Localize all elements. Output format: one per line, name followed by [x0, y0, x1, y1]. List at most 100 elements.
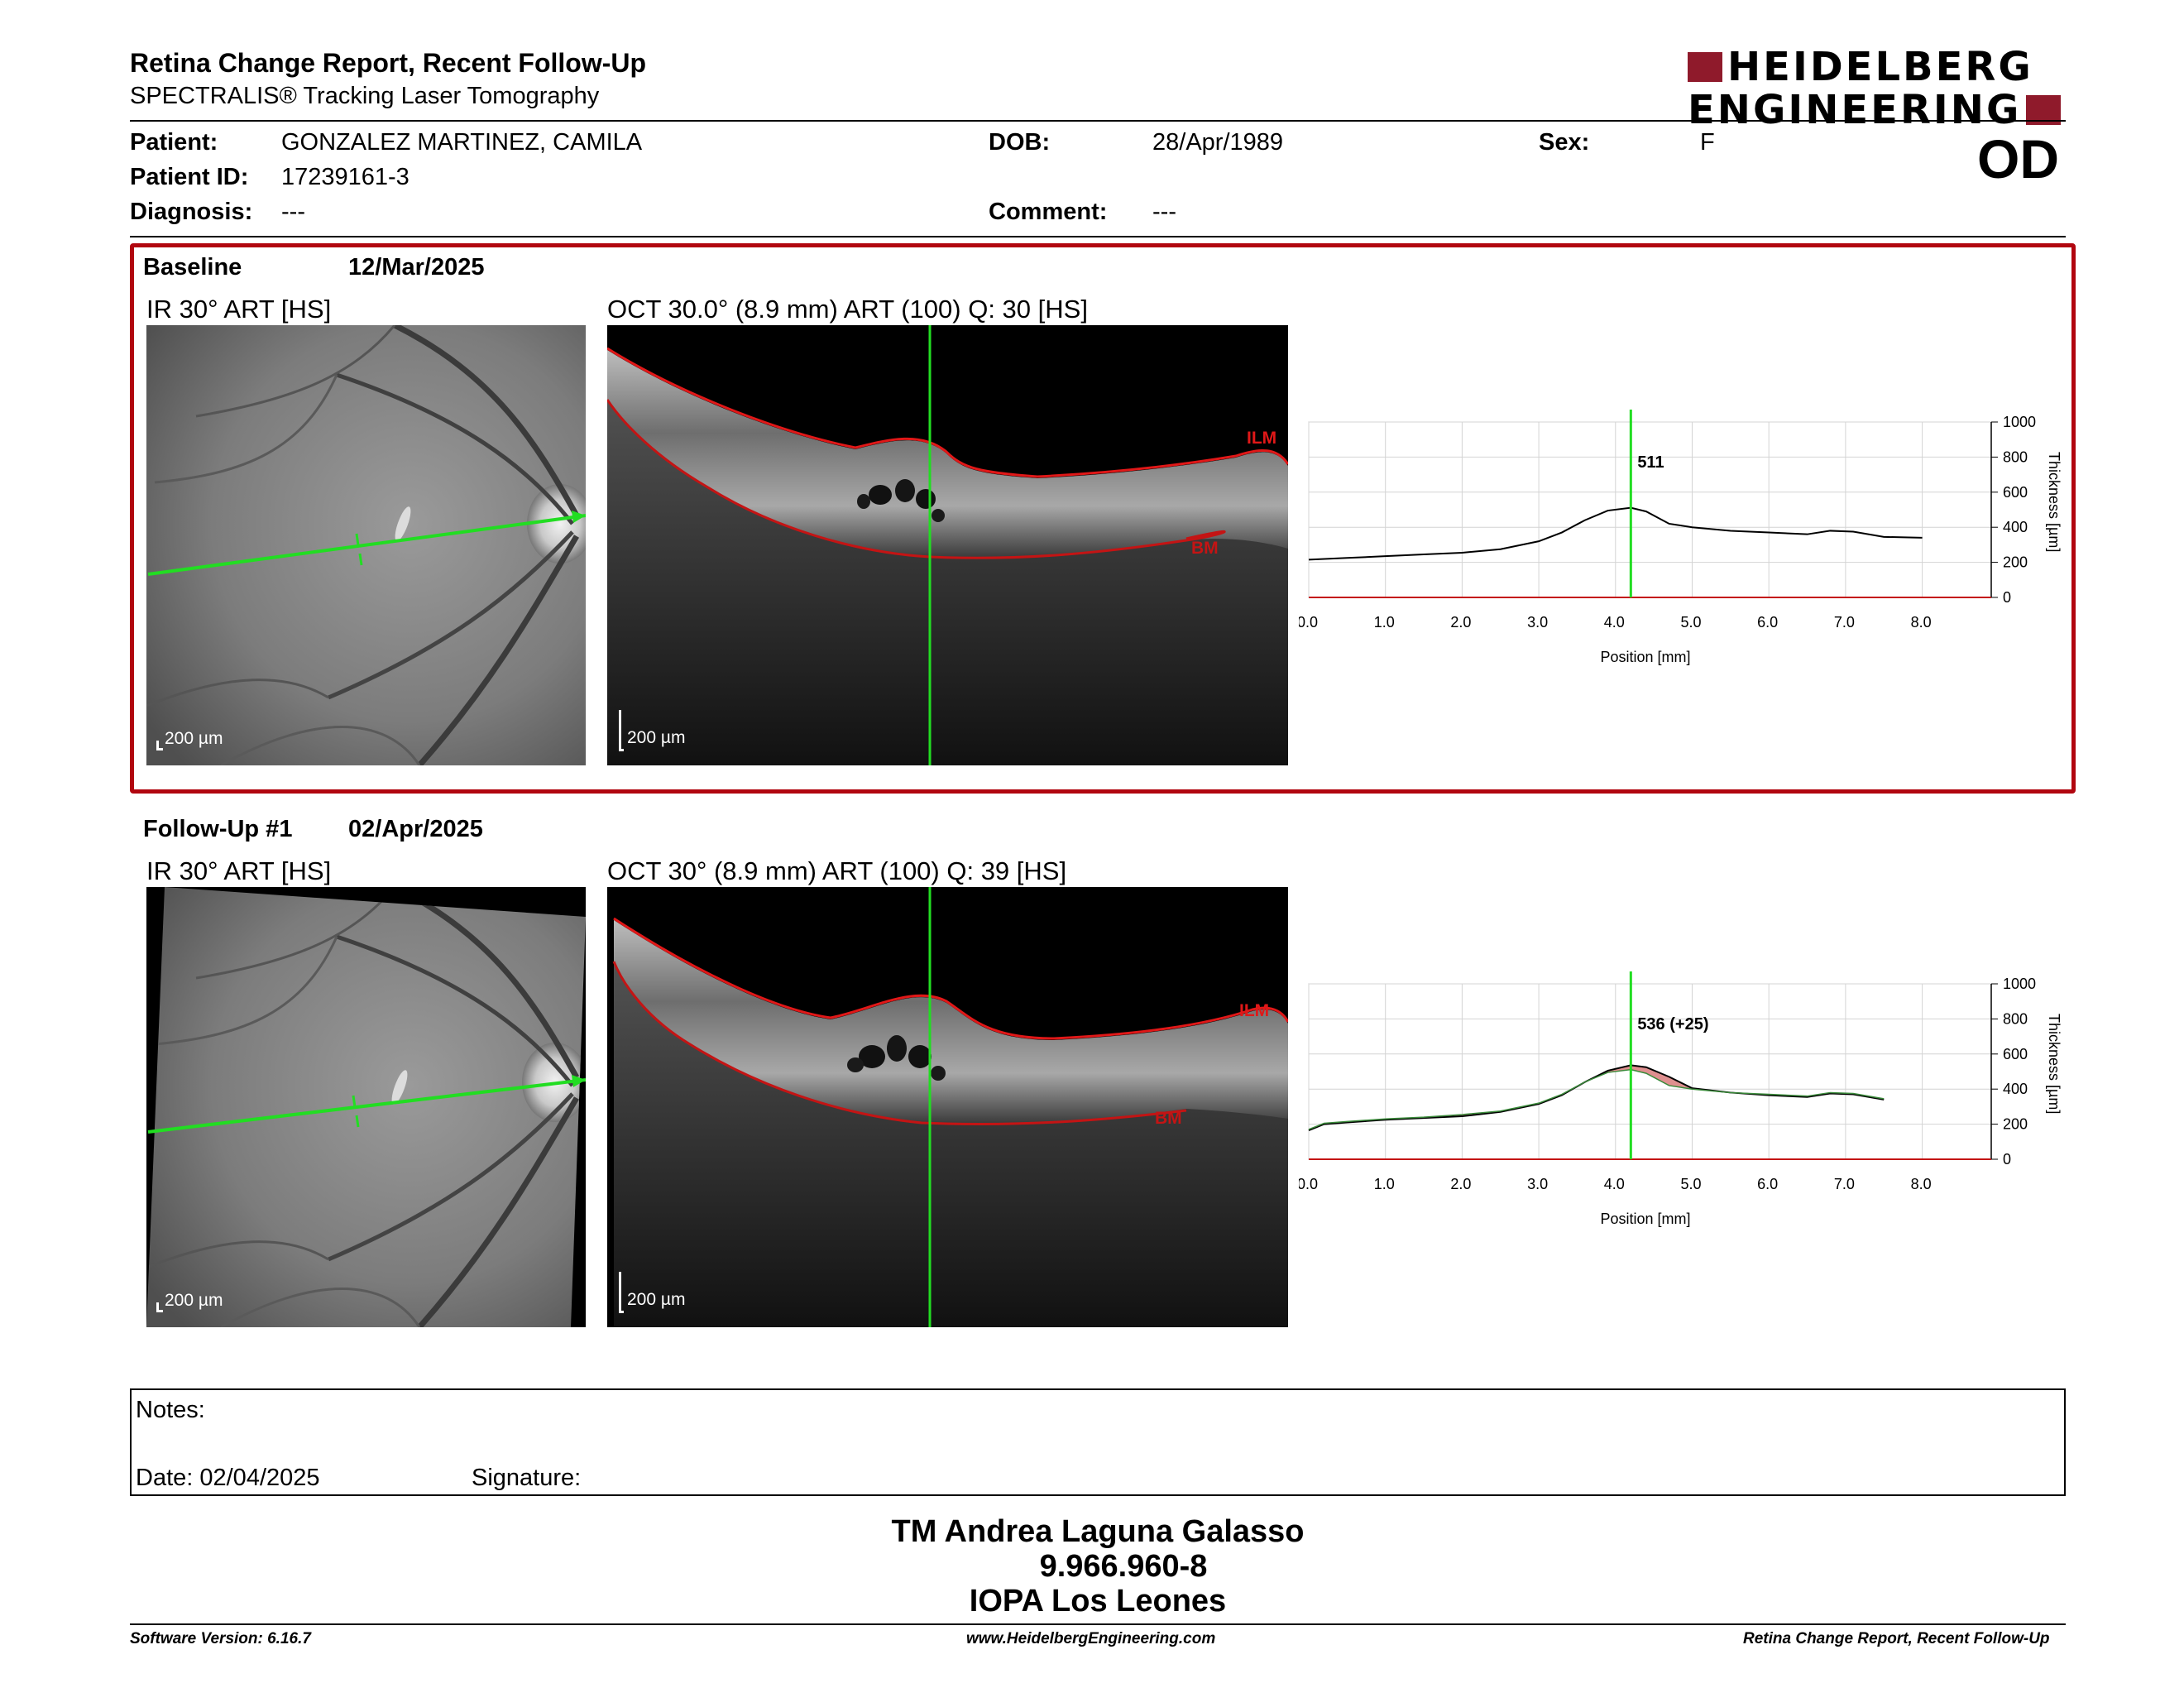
y-tick-label: 0	[2003, 1151, 2011, 1168]
marker-value-label: 536 (+25)	[1637, 1015, 1708, 1033]
x-axis-title: Position [mm]	[1601, 1211, 1691, 1227]
baseline-frame	[130, 243, 2076, 794]
y-tick-label: 200	[2003, 554, 2028, 571]
y-tick-label: 0	[2003, 589, 2011, 606]
baseline-ir-scale-text: 200 µm	[165, 729, 223, 748]
dob-label: DOB:	[989, 129, 1051, 156]
footer-report: Retina Change Report, Recent Follow-Up	[1743, 1630, 2050, 1647]
baseline-ir-scale-bar	[156, 741, 163, 750]
x-tick-label: 8.0	[1911, 614, 1932, 631]
marker-value-label: 511	[1637, 453, 1664, 472]
followup-ir-scale-text: 200 µm	[165, 1291, 223, 1310]
x-tick-label: 6.0	[1757, 1176, 1778, 1192]
x-tick-label: 5.0	[1680, 1176, 1701, 1192]
diagnosis-label: Diagnosis:	[130, 199, 253, 225]
baseline-oct-svg	[607, 325, 1288, 765]
followup-oct-scale-bar	[619, 1272, 624, 1313]
x-tick-label: 7.0	[1834, 614, 1855, 631]
x-tick-label: 3.0	[1527, 614, 1548, 631]
x-tick-label: 4.0	[1604, 1176, 1625, 1192]
followup-ir-image[interactable]: 200 µm	[146, 887, 586, 1327]
baseline-ir-caption: IR 30° ART [HS]	[146, 295, 332, 324]
x-tick-label: 0.0	[1299, 1176, 1318, 1192]
y-tick-label: 1000	[2003, 414, 2036, 430]
header-divider	[130, 120, 2066, 122]
baseline-label: Baseline	[143, 254, 242, 281]
followup-oct-image[interactable]: ILM BM 200 µm	[607, 887, 1288, 1327]
baseline-oct-scale-bar	[619, 710, 624, 751]
logo-line-1: HEIDELBERG	[1727, 44, 2033, 90]
baseline-bm-label: BM	[1191, 539, 1219, 558]
y-tick-label: 800	[2003, 1010, 2028, 1027]
x-axis-title: Position [mm]	[1601, 649, 1691, 665]
baseline-ir-image[interactable]: 200 µm	[146, 325, 586, 765]
x-tick-label: 8.0	[1911, 1176, 1932, 1192]
signer-name: TM Andrea Laguna Galasso	[891, 1514, 1305, 1549]
x-tick-label: 2.0	[1450, 614, 1471, 631]
plot-area	[1308, 421, 1992, 598]
x-tick-label: 3.0	[1527, 1176, 1548, 1192]
followup-oct-scale-text: 200 µm	[627, 1290, 686, 1309]
y-tick-label: 400	[2003, 519, 2028, 535]
x-tick-label: 1.0	[1374, 1176, 1395, 1192]
y-axis-title: Thickness [µm]	[2046, 452, 2062, 552]
signer-id: 9.966.960-8	[1039, 1549, 1208, 1584]
notes-label: Notes:	[136, 1397, 205, 1423]
notes-box[interactable]	[130, 1388, 2066, 1496]
baseline-date: 12/Mar/2025	[348, 254, 485, 281]
x-tick-label: 7.0	[1834, 1176, 1855, 1192]
comment-label: Comment:	[989, 199, 1108, 225]
baseline-thickness-chart: 0.0 1.0 2.0 3.0 4.0 5.0 6.0 7.0 8.0 0 200 400 600 800…	[1299, 410, 2062, 665]
followup-oct-svg	[612, 887, 1288, 1327]
y-tick-label: 600	[2003, 1046, 2028, 1062]
x-tick-label: 1.0	[1374, 614, 1395, 631]
baseline-oct-image[interactable]: ILM BM 200 µm	[607, 325, 1288, 765]
y-tick-label: 1000	[2003, 976, 2036, 992]
followup-ir-caption: IR 30° ART [HS]	[146, 856, 332, 885]
patient-name: GONZALEZ MARTINEZ, CAMILA	[281, 129, 643, 156]
logo-line-2: ENGINEERING	[1688, 87, 2022, 133]
signature-field[interactable]: Signature:	[472, 1465, 582, 1491]
baseline-oct-caption: OCT 30.0° (8.9 mm) ART (100) Q: 30 [HS]	[607, 295, 1088, 324]
followup-bm-label: BM	[1155, 1109, 1182, 1128]
footer-divider	[130, 1623, 2066, 1625]
x-tick-label: 6.0	[1757, 614, 1778, 631]
baseline-ilm-label: ILM	[1247, 429, 1277, 448]
logo-square-left	[1688, 52, 1722, 82]
patient-id-label: Patient ID:	[130, 164, 249, 190]
y-tick-label: 200	[2003, 1116, 2028, 1133]
x-tick-label: 4.0	[1604, 614, 1625, 631]
followup-fundus-svg	[146, 887, 586, 1327]
followup-label: Follow-Up #1	[143, 816, 293, 842]
y-tick-label: 400	[2003, 1081, 2028, 1097]
notes-date: Date: 02/04/2025	[136, 1465, 320, 1491]
x-tick-label: 2.0	[1450, 1176, 1471, 1192]
patient-label: Patient:	[130, 129, 218, 156]
followup-ir-scale-bar	[156, 1302, 163, 1312]
x-tick-label: 5.0	[1680, 614, 1701, 631]
patient-id: 17239161-3	[281, 164, 410, 190]
followup-thickness-chart: 0.0 1.0 2.0 3.0 4.0 5.0 6.0 7.0 8.0 0 200 400 600 800…	[1299, 971, 2062, 1227]
y-tick-label: 600	[2003, 484, 2028, 501]
sex-label: Sex:	[1539, 129, 1590, 156]
comment-value: ---	[1152, 199, 1176, 225]
report-subtitle: SPECTRALIS® Tracking Laser Tomography	[130, 83, 600, 109]
followup-ilm-label: ILM	[1239, 1001, 1270, 1020]
followup-oct-caption: OCT 30° (8.9 mm) ART (100) Q: 39 [HS]	[607, 856, 1067, 885]
baseline-fundus-svg	[146, 325, 586, 765]
dob-value: 28/Apr/1989	[1152, 129, 1284, 156]
y-tick-label: 800	[2003, 448, 2028, 465]
signer-institution: IOPA Los Leones	[969, 1584, 1227, 1618]
heidelberg-logo: HEIDELBERG ENGINEERING	[1688, 44, 2062, 133]
diagnosis-value: ---	[281, 199, 305, 225]
sex-value: F	[1700, 129, 1715, 156]
patient-divider	[130, 236, 2066, 237]
y-axis-title: Thickness [µm]	[2046, 1014, 2062, 1114]
report-title: Retina Change Report, Recent Follow-Up	[130, 48, 647, 78]
footer-software: Software Version: 6.16.7	[130, 1630, 311, 1647]
x-tick-label: 0.0	[1299, 614, 1318, 631]
baseline-oct-scale-text: 200 µm	[627, 728, 686, 747]
eye-label: OD	[1977, 128, 2059, 189]
footer-website[interactable]: www.HeidelbergEngineering.com	[966, 1630, 1216, 1647]
followup-date: 02/Apr/2025	[348, 816, 483, 842]
